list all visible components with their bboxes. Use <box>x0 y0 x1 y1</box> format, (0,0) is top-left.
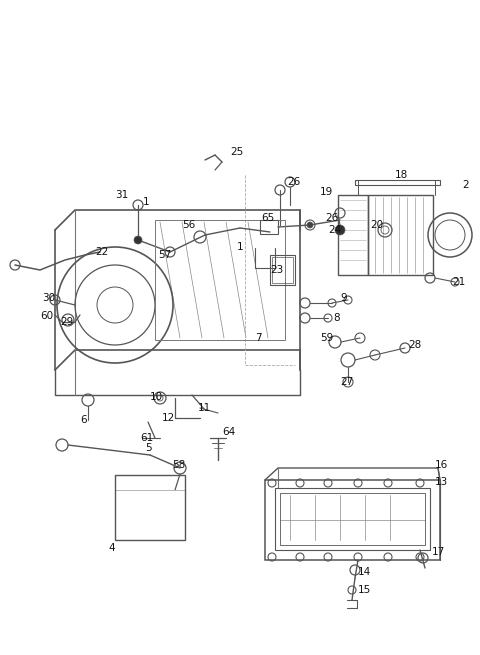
Bar <box>280 493 425 545</box>
Text: 27: 27 <box>340 377 353 387</box>
Text: 2: 2 <box>462 180 468 190</box>
Text: 8: 8 <box>333 313 340 323</box>
Text: 10: 10 <box>150 392 163 402</box>
Circle shape <box>307 222 313 228</box>
Bar <box>265 480 440 560</box>
Text: 30: 30 <box>42 293 55 303</box>
Text: 26: 26 <box>287 177 300 187</box>
Text: 19: 19 <box>320 187 333 197</box>
Text: 17: 17 <box>432 547 445 557</box>
Text: 25: 25 <box>230 147 243 157</box>
Text: 11: 11 <box>198 403 211 413</box>
Text: 26: 26 <box>325 213 338 223</box>
Text: 16: 16 <box>435 460 448 470</box>
Text: 6: 6 <box>80 415 86 425</box>
Text: 58: 58 <box>172 460 185 470</box>
Text: 23: 23 <box>270 265 283 275</box>
Circle shape <box>335 225 345 235</box>
Text: 56: 56 <box>182 220 195 230</box>
Bar <box>155 220 285 340</box>
Text: 12: 12 <box>162 413 175 423</box>
Text: 7: 7 <box>255 333 262 343</box>
Text: 4: 4 <box>108 543 115 553</box>
Bar <box>260 220 278 234</box>
Text: 14: 14 <box>358 567 371 577</box>
Circle shape <box>134 236 142 244</box>
Text: 61: 61 <box>140 433 153 443</box>
Bar <box>270 255 295 285</box>
Bar <box>115 475 185 540</box>
Text: 64: 64 <box>222 427 235 437</box>
Text: 15: 15 <box>358 585 371 595</box>
Text: 1: 1 <box>237 242 244 252</box>
Text: 29: 29 <box>60 317 73 327</box>
Text: 5: 5 <box>145 443 152 453</box>
Text: 60: 60 <box>40 311 53 321</box>
Bar <box>338 195 368 275</box>
Bar <box>275 488 430 550</box>
Text: 31: 31 <box>115 190 128 200</box>
Text: 13: 13 <box>435 477 448 487</box>
Text: 9: 9 <box>340 293 347 303</box>
Text: 1: 1 <box>143 197 150 207</box>
Text: 21: 21 <box>452 277 465 287</box>
Text: 59: 59 <box>320 333 333 343</box>
Text: 20: 20 <box>370 220 383 230</box>
Bar <box>272 257 293 283</box>
Bar <box>368 195 433 275</box>
Text: 24: 24 <box>328 225 341 235</box>
Text: 57: 57 <box>158 250 171 260</box>
Text: 28: 28 <box>408 340 421 350</box>
Text: 65: 65 <box>261 213 274 223</box>
Text: 22: 22 <box>95 247 108 257</box>
Bar <box>355 180 440 185</box>
Text: 18: 18 <box>395 170 408 180</box>
